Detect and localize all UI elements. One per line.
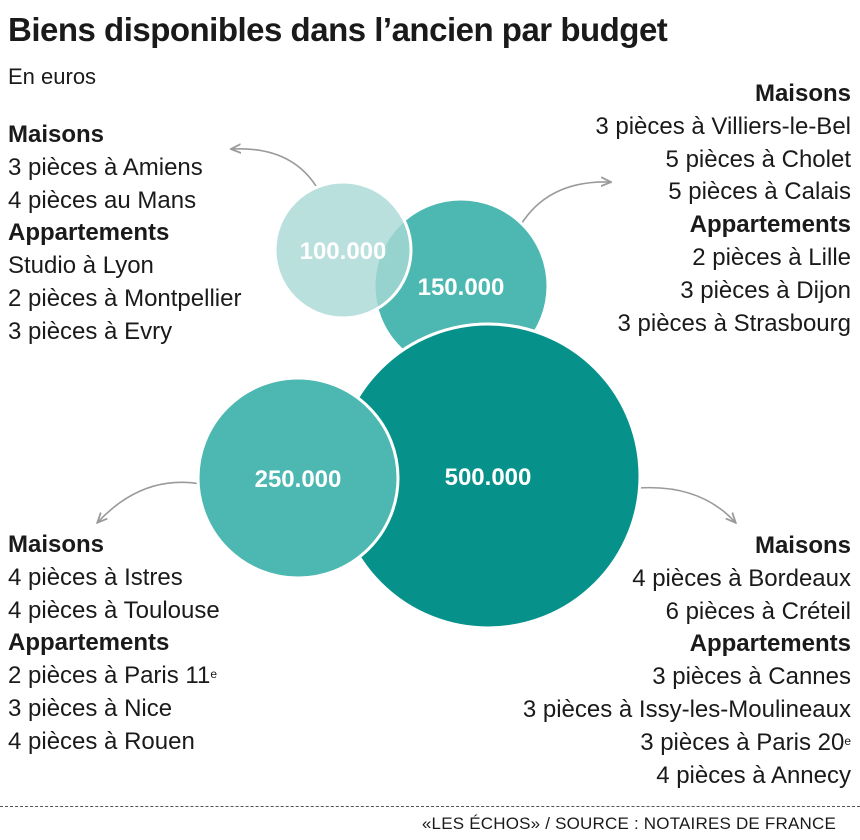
chart-title: Biens disponibles dans l’ancien par budg… <box>8 11 668 48</box>
arrow-500000 <box>637 486 735 522</box>
maisons-heading: Maisons <box>8 121 105 148</box>
bubble-label-250000: 250.000 <box>255 466 342 493</box>
property-item: 4 pièces à Toulouse <box>8 596 220 624</box>
maisons-heading: Maisons <box>754 80 851 107</box>
group-250000: Maisons 4 pièces à Istres 4 pièces à Toulo… <box>8 529 220 759</box>
property-item: Studio à Lyon <box>8 252 154 280</box>
appartements-heading: Appartements <box>8 219 170 247</box>
bubble-100000 <box>273 180 413 320</box>
property-item: 5 pièces à Calais <box>668 178 851 206</box>
property-item: 4 pièces à Rouen <box>8 727 195 755</box>
footer-divider <box>0 806 860 807</box>
appartements-heading: Appartements <box>8 629 170 657</box>
property-item: 3 pièces à Cannes <box>652 663 851 691</box>
group-500000: Maisons 4 pièces à Bordeaux 6 pièces à Cré… <box>523 530 851 792</box>
bubble-layer: 150.000 100.000 500.000 250.000 <box>196 180 642 630</box>
property-item: 4 pièces à Bordeaux <box>632 564 851 592</box>
callout-arrows <box>98 149 735 522</box>
property-item: 3 pièces à Nice <box>8 694 173 722</box>
group-150000: Maisons 3 pièces à Villiers-le-Bel 5 pièce… <box>595 78 851 340</box>
bubble-label-100000: 100.000 <box>300 238 387 265</box>
bubble-250000 <box>196 376 400 580</box>
property-item: 2 pièces à Paris 11e <box>8 662 218 690</box>
property-item: 3 pièces à Strasbourg <box>617 309 851 337</box>
property-item: 4 pièces à Istres <box>8 563 183 591</box>
property-item: 2 pièces à Lille <box>692 243 851 271</box>
appartements-heading: Appartements <box>689 630 851 658</box>
appartements-heading: Appartements <box>689 211 851 239</box>
arrow-150000 <box>519 182 610 227</box>
maisons-heading: Maisons <box>8 531 105 558</box>
chart-subtitle: En euros <box>8 64 97 89</box>
property-item: 3 pièces à Paris 20e <box>640 728 851 756</box>
maisons-heading: Maisons <box>754 532 851 559</box>
property-item: 4 pièces au Mans <box>8 186 197 214</box>
property-item: 3 pièces à Villiers-le-Bel <box>595 112 851 140</box>
property-item: 3 pièces à Amiens <box>8 153 203 181</box>
property-item: 3 pièces à Evry <box>8 317 173 345</box>
property-item: 2 pièces à Montpellier <box>8 284 242 312</box>
property-item: 5 pièces à Cholet <box>665 145 851 173</box>
property-item: 6 pièces à Créteil <box>665 597 851 625</box>
property-item: 3 pièces à Issy-les-Moulineaux <box>522 695 851 723</box>
source-note: «LES ÉCHOS» / SOURCE : NOTAIRES DE FRANC… <box>421 814 836 833</box>
ordinal-suffix: e <box>844 733 851 748</box>
group-100000: Maisons 3 pièces à Amiens 4 pièces au Mans… <box>8 119 241 349</box>
ordinal-suffix: e <box>210 667 218 682</box>
property-item: 4 pièces à Annecy <box>656 761 851 789</box>
bubble-label-150000: 150.000 <box>418 274 505 301</box>
arrow-100000 <box>232 149 317 187</box>
property-item: 3 pièces à Dijon <box>680 276 851 304</box>
arrow-250000 <box>98 481 202 522</box>
bubble-label-500000: 500.000 <box>445 464 532 491</box>
